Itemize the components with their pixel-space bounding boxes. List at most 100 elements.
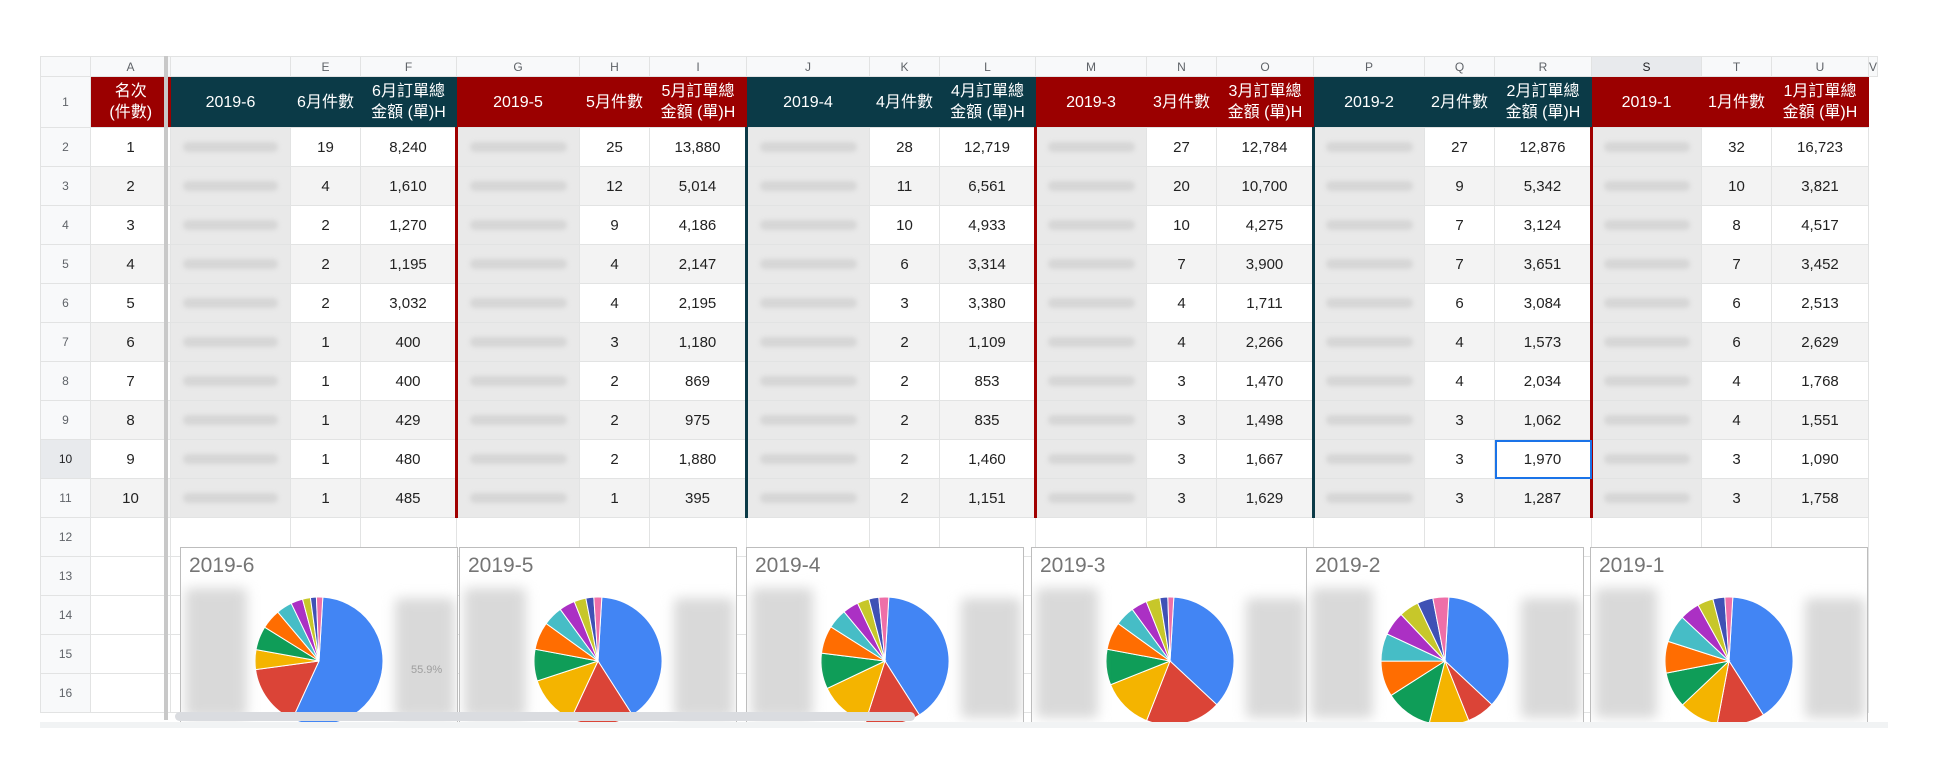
redacted-name-cell[interactable]: [745, 361, 870, 401]
pie-slice[interactable]: [1169, 596, 1235, 706]
row-number[interactable]: 4: [40, 205, 91, 245]
pie-slice[interactable]: [315, 596, 324, 662]
amount-cell[interactable]: 835: [939, 400, 1036, 440]
count-cell[interactable]: 3: [1146, 439, 1217, 479]
redacted-name-cell[interactable]: [170, 244, 291, 284]
amount-cell[interactable]: 13,880: [649, 127, 747, 167]
pie-slice[interactable]: [878, 596, 890, 662]
column-header[interactable]: L: [939, 56, 1036, 77]
redacted-name-cell[interactable]: [455, 478, 580, 518]
redacted-name-cell[interactable]: [455, 166, 580, 206]
count-cell[interactable]: 11: [869, 166, 940, 206]
redacted-name-cell[interactable]: [1312, 205, 1425, 245]
row-number[interactable]: 12: [40, 517, 91, 557]
count-cell[interactable]: 7: [1424, 205, 1495, 245]
count-cell[interactable]: 6: [869, 244, 940, 284]
amount-cell[interactable]: 12,876: [1494, 127, 1592, 167]
redacted-name-cell[interactable]: [745, 400, 870, 440]
count-cell[interactable]: 25: [579, 127, 650, 167]
row-number[interactable]: 10: [40, 439, 91, 479]
redacted-name-cell[interactable]: [455, 244, 580, 284]
count-cell[interactable]: 9: [1424, 166, 1495, 206]
redacted-name-cell[interactable]: [745, 478, 870, 518]
column-header[interactable]: T: [1701, 56, 1772, 77]
amount-cell[interactable]: 480: [360, 439, 457, 479]
amount-cell[interactable]: 3,314: [939, 244, 1036, 284]
rank-cell[interactable]: 5: [90, 283, 171, 323]
count-cell[interactable]: 4: [579, 283, 650, 323]
amount-cell[interactable]: 1,551: [1771, 400, 1869, 440]
count-cell[interactable]: 3: [1424, 439, 1495, 479]
count-cell[interactable]: 4: [1146, 322, 1217, 362]
rank-cell[interactable]: 1: [90, 127, 171, 167]
row-number[interactable]: 1: [40, 76, 91, 128]
amount-cell[interactable]: 2,266: [1216, 322, 1314, 362]
redacted-name-cell[interactable]: [1312, 283, 1425, 323]
amount-cell[interactable]: 485: [360, 478, 457, 518]
amount-cell[interactable]: 1,711: [1216, 283, 1314, 323]
pie-chart[interactable]: 2019-2: [1306, 547, 1584, 724]
count-cell[interactable]: 1: [290, 400, 361, 440]
amount-cell[interactable]: 3,452: [1771, 244, 1869, 284]
row-number[interactable]: 14: [40, 595, 91, 635]
rank-cell[interactable]: 8: [90, 400, 171, 440]
amount-cell[interactable]: 2,629: [1771, 322, 1869, 362]
pie-chart[interactable]: 2019-4: [746, 547, 1024, 724]
amount-cell[interactable]: 3,124: [1494, 205, 1592, 245]
column-header[interactable]: G: [456, 56, 580, 77]
count-cell[interactable]: 2: [290, 283, 361, 323]
redacted-name-cell[interactable]: [455, 322, 580, 362]
frozen-divider[interactable]: [164, 56, 168, 720]
redacted-name-cell[interactable]: [1312, 127, 1425, 167]
pie-slice[interactable]: [593, 596, 603, 662]
amount-cell[interactable]: 3,651: [1494, 244, 1592, 284]
column-header[interactable]: [170, 56, 291, 77]
column-header[interactable]: H: [579, 56, 650, 77]
column-header[interactable]: P: [1313, 56, 1425, 77]
pie-slice[interactable]: [1716, 659, 1765, 723]
redacted-name-cell[interactable]: [1312, 361, 1425, 401]
redacted-name-cell[interactable]: [1034, 127, 1147, 167]
redacted-name-cell[interactable]: [1590, 322, 1702, 362]
column-header[interactable]: V: [1867, 56, 1879, 77]
count-cell[interactable]: 2: [869, 400, 940, 440]
column-header[interactable]: S: [1591, 56, 1702, 77]
pie-chart[interactable]: 2019-5: [459, 547, 737, 724]
row-number[interactable]: 15: [40, 634, 91, 674]
amount-cell[interactable]: 4,275: [1216, 205, 1314, 245]
count-header[interactable]: 6月件數: [290, 76, 361, 128]
count-cell[interactable]: 1: [290, 322, 361, 362]
rank-cell[interactable]: 9: [90, 439, 171, 479]
column-header[interactable]: O: [1216, 56, 1314, 77]
amount-cell[interactable]: 1,287: [1494, 478, 1592, 518]
amount-cell[interactable]: 3,084: [1494, 283, 1592, 323]
count-cell[interactable]: 2: [869, 439, 940, 479]
pie-slice[interactable]: [1428, 659, 1470, 723]
amount-cell[interactable]: 1,062: [1494, 400, 1592, 440]
count-cell[interactable]: 3: [869, 283, 940, 323]
redacted-name-cell[interactable]: [1590, 478, 1702, 518]
redacted-name-cell[interactable]: [745, 283, 870, 323]
amount-cell[interactable]: 2,513: [1771, 283, 1869, 323]
count-cell[interactable]: 2: [869, 361, 940, 401]
amount-cell[interactable]: 1,151: [939, 478, 1036, 518]
redacted-name-cell[interactable]: [1034, 361, 1147, 401]
row-number[interactable]: 3: [40, 166, 91, 206]
column-header[interactable]: N: [1146, 56, 1217, 77]
pie-chart[interactable]: 2019-6 55.9%: [180, 547, 458, 724]
amount-cell[interactable]: 395: [649, 478, 747, 518]
redacted-name-cell[interactable]: [1312, 439, 1425, 479]
row-number[interactable]: 7: [40, 322, 91, 362]
rank-header[interactable]: 名次 (件數): [90, 76, 171, 128]
redacted-name-cell[interactable]: [1590, 361, 1702, 401]
count-cell[interactable]: 4: [290, 166, 361, 206]
count-cell[interactable]: 27: [1146, 127, 1217, 167]
amount-cell[interactable]: 5,014: [649, 166, 747, 206]
count-cell[interactable]: 3: [579, 322, 650, 362]
row-number[interactable]: 8: [40, 361, 91, 401]
amount-header[interactable]: 5月訂單總 金額 (單)H: [649, 76, 747, 128]
count-cell[interactable]: 3: [1424, 400, 1495, 440]
redacted-name-cell[interactable]: [1034, 478, 1147, 518]
redacted-name-cell[interactable]: [1312, 244, 1425, 284]
redacted-name-cell[interactable]: [1590, 283, 1702, 323]
